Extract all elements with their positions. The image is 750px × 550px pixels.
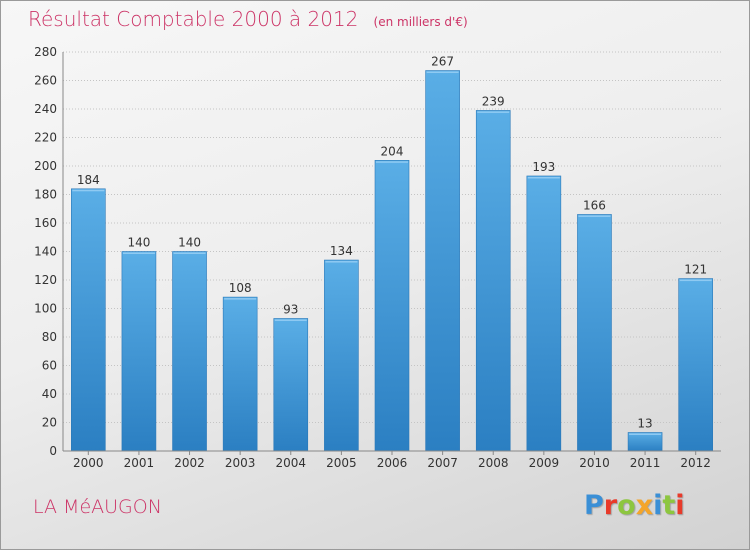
data-label: 121 (684, 263, 707, 277)
logo-letter: o (617, 490, 636, 521)
data-label: 204 (381, 144, 404, 158)
bar (172, 251, 207, 452)
bar (577, 214, 612, 452)
x-tick-label: 2005 (326, 456, 357, 470)
bar-highlight (426, 71, 459, 74)
commune-name: LA MéAUGON (33, 496, 162, 518)
data-label: 239 (482, 94, 505, 108)
data-label: 13 (637, 416, 652, 430)
logo-letter: x (635, 490, 654, 521)
bar (374, 160, 410, 452)
bar (222, 296, 258, 452)
data-label: 184 (77, 173, 100, 187)
bar-layer: 184 140 140 108 93 134 204 267 239 193 166 13 121 (71, 55, 713, 452)
y-tick-label: 100 (34, 302, 57, 316)
chart-title-text: Résultat Comptable 2000 à 2012 (28, 7, 359, 31)
x-tick-label: 2012 (680, 456, 711, 470)
x-tick-label: 2008 (478, 456, 509, 470)
y-tick-label: 280 (34, 45, 57, 59)
bar-highlight (325, 261, 358, 263)
x-tick-label: 2010 (579, 456, 610, 470)
logo-letter: i (653, 490, 663, 521)
x-tick-label: 2011 (630, 456, 661, 470)
x-tick-label: 2000 (73, 456, 104, 470)
x-tick-label: 2006 (377, 456, 408, 470)
logo-letter: i (675, 490, 685, 521)
bar-highlight (224, 298, 257, 300)
y-tick-label: 0 (49, 444, 57, 458)
bar-highlight (72, 189, 105, 192)
x-tick-label: 2004 (275, 456, 306, 470)
proxiti-logo: Proxiti (584, 490, 685, 521)
bar (627, 432, 663, 452)
y-tick-label: 80 (42, 330, 57, 344)
bar (475, 110, 511, 452)
y-tick-label: 240 (34, 102, 57, 116)
axis-layer: 0 20 40 60 80 100 120 140 160 180 200 220 240 260 280 2… (34, 45, 721, 470)
bar-highlight (477, 111, 510, 113)
chart-title: Résultat Comptable 2000 à 2012 (en milli… (28, 7, 468, 37)
bar-highlight (376, 161, 408, 163)
bar-highlight (629, 433, 662, 435)
chart-unit: (en milliers d'€) (373, 15, 468, 29)
bar-highlight (527, 176, 560, 179)
y-tick-label: 220 (34, 131, 57, 145)
y-tick-label: 60 (42, 359, 57, 373)
data-label: 140 (127, 236, 150, 250)
data-label: 140 (178, 236, 201, 250)
bar (678, 278, 713, 452)
y-tick-label: 160 (34, 216, 57, 230)
bar-highlight (122, 252, 155, 254)
y-tick-label: 140 (34, 245, 57, 259)
y-tick-label: 260 (34, 74, 57, 88)
data-label: 166 (583, 198, 606, 212)
bar (71, 188, 106, 452)
bar-highlight (679, 279, 712, 282)
bar-highlight (274, 319, 307, 321)
x-tick-label: 2003 (225, 456, 256, 470)
bar-highlight (578, 215, 611, 217)
bar (526, 175, 562, 452)
data-label: 193 (532, 160, 555, 174)
y-tick-label: 200 (34, 159, 57, 173)
x-tick-label: 2002 (174, 456, 205, 470)
logo-letter: t (662, 490, 676, 521)
data-label: 108 (229, 281, 252, 295)
logo-letter: P (584, 490, 604, 521)
y-tick-label: 180 (34, 188, 57, 202)
y-tick-label: 20 (42, 416, 57, 430)
bar (324, 259, 359, 452)
data-label: 134 (330, 244, 353, 258)
data-label: 93 (283, 302, 298, 316)
data-label: 267 (431, 55, 454, 69)
y-tick-label: 120 (34, 273, 57, 287)
bar (121, 251, 157, 452)
y-tick-label: 40 (42, 387, 57, 401)
bar (273, 318, 309, 452)
bar (425, 70, 460, 452)
x-tick-label: 2007 (427, 456, 458, 470)
x-tick-label: 2009 (529, 456, 560, 470)
bar-highlight (173, 252, 206, 254)
x-tick-label: 2001 (124, 456, 155, 470)
logo-letter: r (603, 490, 618, 521)
